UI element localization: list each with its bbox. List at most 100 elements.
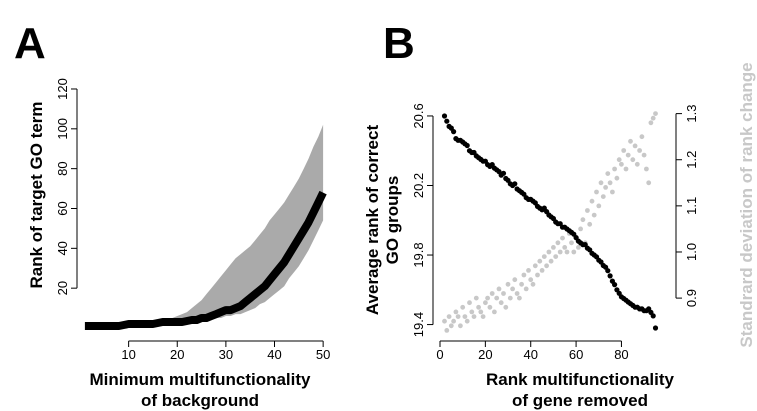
panel-b-ylabel-line1: Average rank of correct [363, 125, 382, 316]
panel-b-sd-point [607, 180, 613, 186]
panel-a-median-line [84, 190, 327, 330]
panel-b-sd-point [610, 189, 615, 195]
panel-b-average-rank-point [444, 118, 450, 124]
panel-b-sd-points [442, 111, 658, 333]
panel-b-sd-point [480, 314, 486, 319]
panel-b-sd-point [546, 249, 552, 255]
panel-a-xlabel-line1: Minimum multifunctionality [90, 370, 312, 389]
panel-b-sd-point [510, 286, 515, 292]
panel-b-x-tick-label: 20 [478, 347, 492, 362]
panel-a-x-tick-label: 10 [121, 347, 135, 362]
panel-b-sd-point [458, 323, 463, 329]
panel-b-y2-tick-label: 0.9 [684, 289, 699, 307]
panel-b-sd-point [444, 328, 450, 333]
panel-a-letter: A [14, 19, 46, 68]
panel-b-sd-point [605, 171, 611, 177]
panel-b-average-rank-point [500, 170, 507, 176]
panel-b-sd-point [523, 286, 529, 292]
panel-b-sd-point [603, 185, 608, 190]
panel-b-sd-point [528, 277, 534, 283]
panel-b-x-tick-label: 0 [436, 347, 443, 362]
panel-a-y-tick-label: 60 [55, 201, 70, 215]
panel-b-sd-point [471, 314, 477, 319]
panel-b-sd-point [555, 240, 561, 246]
panel-b-x-tick-label: 40 [523, 347, 537, 362]
panel-b-sd-point [498, 300, 504, 306]
panel-b-sd-point [517, 295, 522, 301]
panel-b-average-rank-point [612, 282, 618, 288]
panel-b-sd-point [451, 318, 456, 324]
panel-b-sd-point [562, 245, 568, 250]
panel-b-xlabel-line1: Rank multifunctionality [486, 370, 675, 389]
panel-b-sd-point [494, 295, 500, 301]
panel-b-sd-point [628, 138, 633, 144]
panel-b-sd-point [512, 277, 518, 283]
panel-b-sd-point [578, 226, 583, 232]
panel-b-sd-point [442, 318, 447, 324]
panel-b-sd-point [569, 240, 574, 246]
panel-b-sd-point [501, 291, 506, 296]
panel-a-axes: 10 20 30 40 50 20 40 60 80 100 120 [55, 78, 330, 362]
panel-b-sd-point [541, 254, 547, 259]
panel-b-sd-point [460, 304, 466, 310]
panel-a-y-tick-label: 120 [55, 78, 70, 100]
panel-b-average-rank-point [451, 129, 457, 135]
panel-b-sd-point [448, 323, 454, 329]
panel-b-sd-point [553, 254, 559, 259]
panel-b-sd-point [621, 148, 627, 153]
panel-b-axes: 0 20 40 60 80 19.4 19.8 20.2 20.6 0.9 1.0 1.1 1.2 1.3 [411, 103, 699, 362]
panel-b-sd-point [623, 166, 629, 172]
panel-b-sd-point [487, 304, 493, 310]
panel-b-sd-point [492, 309, 497, 315]
panel-b-sd-point [446, 314, 452, 319]
panel-b-average-rank-point [652, 325, 659, 331]
panel-b-sd-point [594, 189, 599, 195]
panel-b-y-tick-label: 19.8 [411, 242, 426, 267]
panel-a-range-band [84, 124, 324, 326]
panel-b-sd-point [630, 157, 636, 163]
panel-b-sd-point [473, 295, 479, 301]
panel-b-sd-point [634, 161, 640, 167]
panel-a-y-tick-label: 40 [55, 241, 70, 255]
panel-b-sd-point [551, 245, 556, 250]
panel-b-sd-point [637, 148, 642, 153]
panel-b-sd-point [625, 152, 631, 158]
panel-a-y-tick-label: 20 [55, 281, 70, 295]
panel-b-sd-point [560, 235, 565, 241]
panel-b-sd-point [503, 304, 509, 310]
panel-b-sd-point [519, 281, 524, 287]
panel-b-y2label: Standrard deviation of rank change [737, 62, 756, 347]
panel-b-sd-point [585, 208, 590, 213]
panel-b-sd-point [580, 217, 586, 223]
panel-b-sd-point [535, 272, 540, 278]
panel-b-sd-point [514, 291, 520, 296]
panel-a-y-tick-label: 80 [55, 161, 70, 175]
panel-b-sd-point [598, 180, 604, 186]
panel-b-sd-point [496, 286, 502, 292]
panel-b-sd-point [476, 304, 481, 310]
panel-b-x-tick-label: 60 [569, 347, 583, 362]
panel-b-sd-point [467, 300, 472, 306]
panel-b-sd-point [464, 318, 470, 324]
panel-b-sd-point [614, 175, 620, 181]
panel-b-y-tick-label: 20.6 [411, 103, 426, 128]
panel-b-sd-point [576, 245, 581, 250]
panel-a-ylabel: Rank of target GO term [27, 101, 46, 288]
panel-b-sd-point [653, 111, 658, 116]
panel-b-sd-point [521, 272, 527, 278]
panel-b-sd-point [616, 157, 622, 163]
panel-a-y-tick-label: 100 [55, 118, 70, 140]
panel-b-sd-point [469, 309, 475, 315]
panel-b-sd-point [485, 295, 490, 301]
panel-b-sd-point [632, 143, 638, 149]
panel-b-sd-point [641, 152, 647, 158]
panel-b-sd-point [462, 314, 468, 319]
panel-b-average-rank-point [464, 142, 470, 149]
panel-b-letter: B [383, 19, 415, 68]
panel-a: A 10 20 30 40 50 20 40 60 80 100 120 Minimum multi… [14, 19, 330, 410]
panel-b-average-rank-point [607, 273, 613, 279]
panel-b-sd-point [539, 268, 545, 273]
panel-b-sd-point [596, 203, 602, 209]
panel-b-average-rank-point [512, 181, 518, 187]
